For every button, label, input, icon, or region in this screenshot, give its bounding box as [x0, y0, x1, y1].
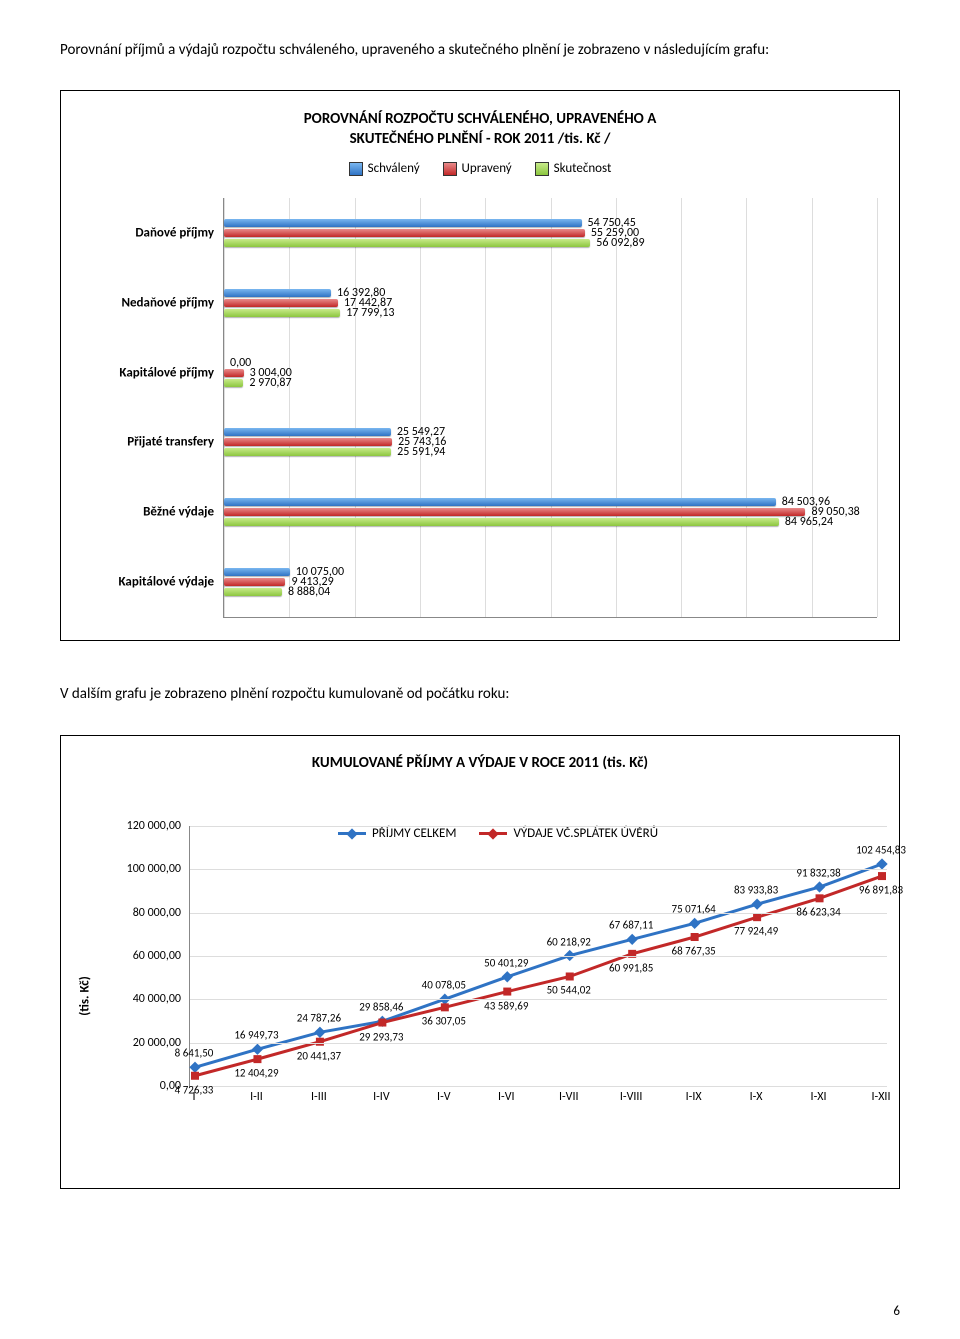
hbar-value-label: 2 970,87: [249, 376, 291, 390]
y-tick-label: 100 000,00: [109, 862, 181, 876]
hbar-title-line2: SKUTEČNÉHO PLNĚNÍ - ROK 2011 /tis. Kč /: [350, 130, 611, 148]
mid-paragraph: V dalším grafu je zobrazeno plnění rozpo…: [60, 685, 900, 703]
intro-paragraph: Porovnání příjmů a výdajů rozpočtu schvá…: [60, 39, 900, 62]
y-tick-label: 80 000,00: [109, 906, 181, 920]
hbar-bar: [224, 438, 392, 446]
hbar-bar: [224, 239, 590, 247]
y-tick-label: 0,00: [109, 1079, 181, 1093]
x-tick-label: I-III: [311, 1090, 327, 1104]
x-tick-label: I-XII: [872, 1090, 891, 1104]
point-label: 16 949,73: [234, 1029, 278, 1042]
hbar-legend: Schválený Upravený Skutečnost: [73, 161, 887, 176]
point-label: 83 933,83: [734, 884, 778, 897]
y-tick-label: 40 000,00: [109, 992, 181, 1006]
point-label: 75 071,64: [671, 903, 715, 916]
hbar-bar: [224, 578, 285, 586]
point-label: 40 078,05: [422, 979, 466, 992]
x-tick-label: I-X: [750, 1090, 763, 1104]
hbar-category-label: Běžné výdaje: [74, 505, 214, 520]
y-tick-label: 120 000,00: [109, 819, 181, 833]
point-label: 86 623,34: [796, 906, 840, 919]
y-tick-label: 20 000,00: [109, 1036, 181, 1050]
x-tick-label: I-XI: [811, 1090, 827, 1104]
hbar-category-label: Přijaté transfery: [74, 435, 214, 450]
legend-label-1: Upravený: [462, 161, 512, 176]
x-tick-label: I-VIII: [620, 1090, 643, 1104]
hbar-plot: Daňové příjmy54 750,4555 259,0056 092,89…: [223, 198, 877, 618]
point-label: 29 858,46: [359, 1001, 403, 1014]
point-label: 50 544,02: [547, 984, 591, 997]
hbar-value-label: 17 799,13: [346, 306, 394, 320]
hbar-bar: [224, 309, 340, 317]
page-number: 6: [893, 1304, 900, 1319]
hbar-bar: [224, 219, 582, 227]
hbar-chart-title: POROVNÁNÍ ROZPOČTU SCHVÁLENÉHO, UPRAVENÉ…: [73, 109, 887, 150]
legend-upraveny: Upravený: [443, 161, 512, 176]
hbar-bar: [224, 299, 338, 307]
legend-label-0: Schválený: [368, 161, 420, 176]
hbar-category-label: Daňové příjmy: [74, 225, 214, 240]
y-tick-label: 60 000,00: [109, 949, 181, 963]
point-label: 91 832,38: [796, 867, 840, 880]
point-label: 50 401,29: [484, 956, 528, 969]
x-tick-label: I-V: [437, 1090, 451, 1104]
point-label: 102 454,83: [856, 844, 906, 857]
hbar-bar: [224, 369, 244, 377]
hbar-bar: [224, 508, 805, 516]
hbar-plot-area: Daňové příjmy54 750,4555 259,0056 092,89…: [223, 198, 877, 618]
point-label: 67 687,11: [609, 919, 653, 932]
hbar-chart-box: POROVNÁNÍ ROZPOČTU SCHVÁLENÉHO, UPRAVENÉ…: [60, 90, 900, 642]
legend-swatch-red: [443, 162, 457, 176]
point-label: 24 787,26: [297, 1012, 341, 1025]
hbar-bar: [224, 289, 331, 297]
x-tick-label: I-VII: [559, 1090, 579, 1104]
hbar-category-label: Kapitálové příjmy: [74, 365, 214, 380]
x-tick-label: I-IV: [373, 1090, 390, 1104]
legend-swatch-blue: [349, 162, 363, 176]
hbar-value-label: 84 965,24: [785, 515, 833, 529]
hbar-bar: [224, 498, 776, 506]
x-tick-label: I-II: [250, 1090, 263, 1104]
x-tick-label: I-VI: [498, 1090, 515, 1104]
hbar-bar: [224, 428, 391, 436]
legend-swatch-green: [535, 162, 549, 176]
hbar-category-label: Nedaňové příjmy: [74, 295, 214, 310]
hbar-bar: [224, 518, 779, 526]
legend-skutecnost: Skutečnost: [535, 161, 612, 176]
hbar-bar: [224, 448, 391, 456]
line-swatch-red: [479, 832, 507, 835]
point-label: 29 293,73: [359, 1030, 403, 1043]
point-label: 4 726,33: [175, 1083, 214, 1096]
page: Porovnání příjmů a výdajů rozpočtu schvá…: [0, 0, 960, 1339]
point-label: 68 767,35: [671, 945, 715, 958]
point-label: 36 307,05: [422, 1015, 466, 1028]
hbar-title-line1: POROVNÁNÍ ROZPOČTU SCHVÁLENÉHO, UPRAVENÉ…: [304, 110, 657, 128]
point-label: 20 441,37: [297, 1049, 341, 1062]
hbar-value-label: 8 888,04: [288, 585, 330, 599]
line-chart-box: KUMULOVANÉ PŘÍJMY A VÝDAJE V ROCE 2011 (…: [60, 735, 900, 1189]
point-label: 60 991,85: [609, 961, 653, 974]
hbar-category-label: Kapitálové výdaje: [74, 575, 214, 590]
point-label: 96 891,83: [859, 884, 903, 897]
hbar-bar: [224, 568, 290, 576]
point-label: 60 218,92: [547, 935, 591, 948]
legend-label-2: Skutečnost: [554, 161, 612, 176]
hbar-bar: [224, 229, 585, 237]
legend-schvaleny: Schválený: [349, 161, 420, 176]
hbar-bar: [224, 379, 243, 387]
line-plot: [189, 826, 887, 1087]
point-label: 43 589,69: [484, 999, 528, 1012]
y-axis-title: (tis. Kč): [78, 976, 93, 1016]
hbar-bar: [224, 588, 282, 596]
hbar-value-label: 0,00: [230, 356, 251, 370]
point-label: 77 924,49: [734, 925, 778, 938]
line-chart-title: KUMULOVANÉ PŘÍJMY A VÝDAJE V ROCE 2011 (…: [73, 754, 887, 772]
point-label: 12 404,29: [234, 1067, 278, 1080]
x-tick-label: I-IX: [686, 1090, 702, 1104]
hbar-value-label: 25 591,94: [397, 445, 445, 459]
point-label: 8 641,50: [175, 1047, 214, 1060]
line-chart-wrap: (tis. Kč) 0,0020 000,0040 000,0060 000,0…: [109, 826, 887, 1166]
line-swatch-blue: [338, 832, 366, 835]
hbar-value-label: 56 092,89: [596, 236, 644, 250]
